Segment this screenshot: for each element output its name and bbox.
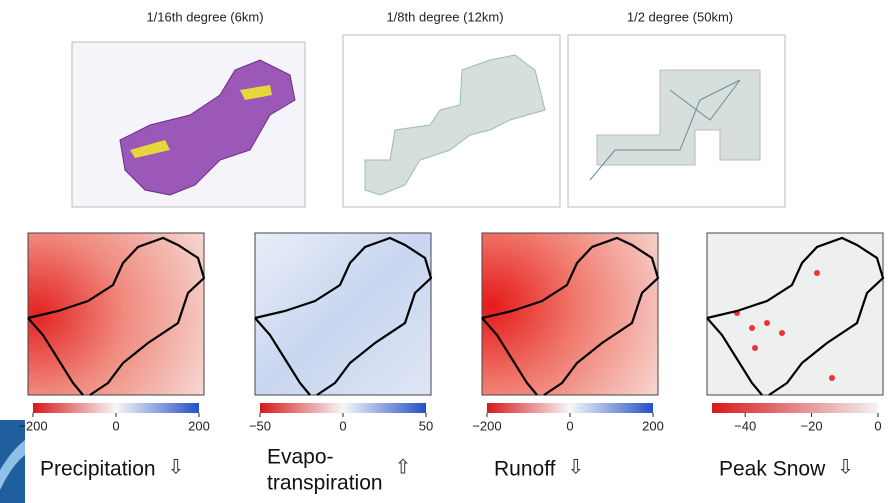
colorbar-tick-label: 0 <box>112 418 119 433</box>
map-spot <box>779 330 785 336</box>
panel-title: 1/16th degree (6km) <box>146 9 263 24</box>
panel-title: 1/8th degree (12km) <box>386 9 503 24</box>
colorbar-tick-label: −200 <box>472 418 501 433</box>
map-spot <box>764 320 770 326</box>
panel-title: 1/2 degree (50km) <box>627 9 733 24</box>
colorbar-tick-label: 50 <box>419 418 433 433</box>
panel-6km <box>72 42 305 207</box>
trend-arrow: ⇩ <box>568 456 585 478</box>
colorbar <box>487 403 653 413</box>
colorbar <box>712 403 878 413</box>
panel-50km <box>568 35 785 207</box>
map-spot <box>829 375 835 381</box>
panel-12km <box>343 35 560 207</box>
map-spot <box>752 345 758 351</box>
map <box>255 233 431 395</box>
colorbar-tick-label: 0 <box>339 418 346 433</box>
variable-label: Precipitation <box>40 458 156 481</box>
colorbar-tick-label: 0 <box>566 418 573 433</box>
colorbar-tick-label: −40 <box>734 418 756 433</box>
colorbar <box>260 403 426 413</box>
map <box>28 233 204 395</box>
slide: 1/16th degree (6km) 1/8th degree (12km) 1/… <box>0 0 892 503</box>
trend-arrow: ⇩ <box>837 456 854 478</box>
variable-label: transpiration <box>267 472 383 495</box>
variable-label: Runoff <box>494 458 556 481</box>
colorbar-tick-label: −200 <box>18 418 47 433</box>
colorbar-tick-label: 200 <box>188 418 210 433</box>
map-spot <box>749 325 755 331</box>
map <box>482 233 658 395</box>
colorbar-tick-label: 0 <box>874 418 881 433</box>
variable-label: Evapo- <box>267 446 334 469</box>
colorbar <box>33 403 199 413</box>
variable-label: Peak Snow <box>719 458 826 481</box>
colorbar-tick-label: 200 <box>642 418 664 433</box>
map-spot <box>814 270 820 276</box>
colorbar-tick-label: −20 <box>801 418 823 433</box>
trend-arrow: ⇧ <box>395 456 412 478</box>
map <box>707 233 883 395</box>
colorbar-tick-label: −50 <box>249 418 271 433</box>
trend-arrow: ⇩ <box>168 456 185 478</box>
